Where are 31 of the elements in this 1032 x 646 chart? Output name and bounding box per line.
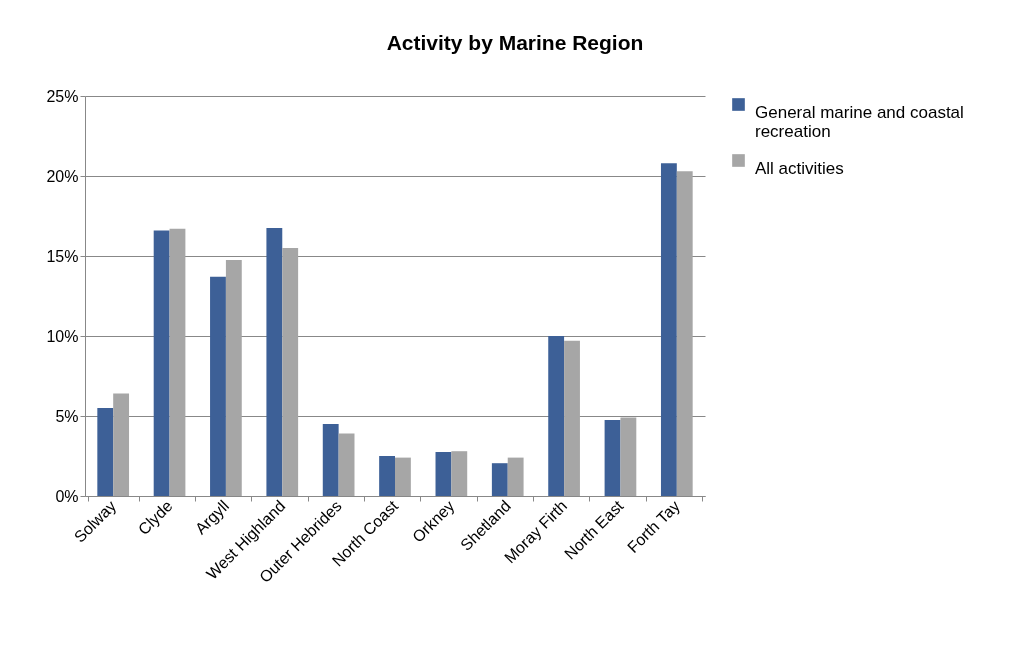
- y-tick-label: 10%: [46, 327, 79, 345]
- chart-title: Activity by Marine Region: [386, 31, 644, 54]
- bar: [266, 228, 283, 496]
- bar: [548, 336, 565, 496]
- bar: [395, 457, 411, 496]
- y-tick-label: 20%: [46, 167, 79, 185]
- bar: [113, 393, 130, 496]
- bar: [322, 424, 339, 496]
- bar: [379, 456, 395, 496]
- y-tick-label: 25%: [46, 87, 79, 105]
- bar: [97, 408, 114, 496]
- bar: [282, 248, 299, 496]
- bar: [338, 433, 355, 496]
- bar: [604, 420, 621, 496]
- y-tick-label: 5%: [55, 407, 79, 425]
- bar: [210, 276, 226, 496]
- bar: [676, 171, 693, 496]
- bar: [620, 417, 637, 496]
- bar: [451, 451, 468, 496]
- y-tick-label: 15%: [46, 247, 79, 265]
- legend-label: All activities: [755, 158, 844, 178]
- bar: [169, 228, 186, 496]
- bar: [435, 452, 452, 496]
- legend-label: General marine and coastal recreation: [755, 102, 964, 141]
- y-tick-label: 0%: [55, 487, 79, 505]
- bar: [507, 457, 524, 496]
- bar: [225, 260, 242, 496]
- bar: [660, 163, 677, 496]
- bar: [153, 230, 170, 496]
- bar: [491, 463, 508, 496]
- bar: [564, 340, 580, 496]
